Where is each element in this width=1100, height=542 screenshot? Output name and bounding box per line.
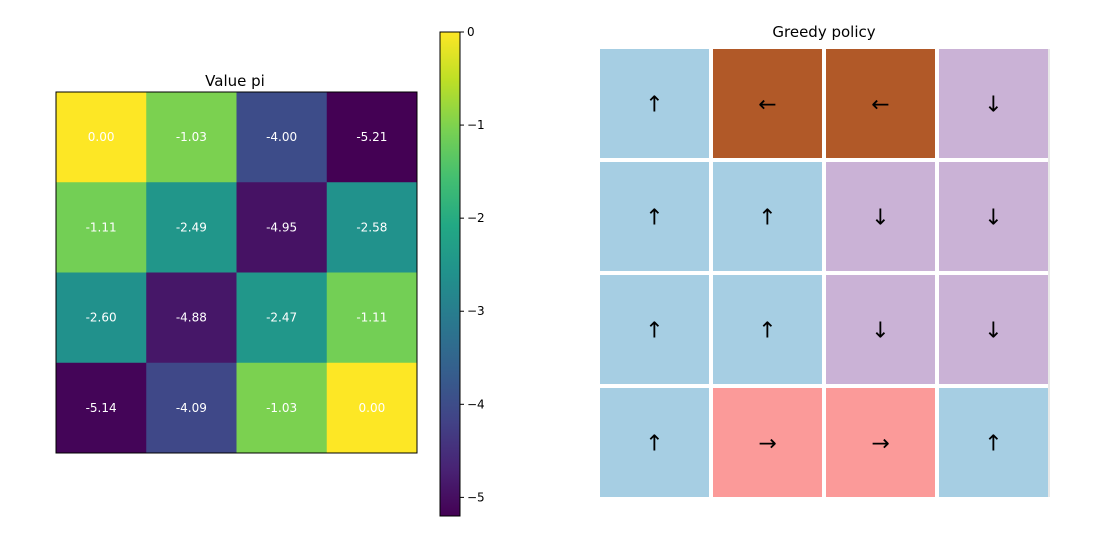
greedy-policy-title: Greedy policy	[772, 23, 875, 41]
heatmap-cell-label: 0.00	[88, 130, 115, 144]
policy-cell-r1-c2	[826, 162, 935, 271]
policy-arrow-left: ←	[871, 93, 889, 118]
heatmap-cell-label: -2.60	[86, 311, 117, 325]
heatmap-cell-label: -4.09	[176, 401, 207, 415]
policy-cell-r3-c1	[713, 388, 822, 497]
greedy-policy-cells	[600, 49, 1048, 497]
value-heatmap-panel: Value pi 0.00 -1.03 -4.00 -5.21 -1.11 -2.49 -4…	[55, 72, 418, 454]
heatmap-cell-r1-c1	[146, 182, 237, 273]
heatmap-cell-label: -4.00	[266, 130, 297, 144]
value-heatmap-frame	[55, 91, 418, 454]
policy-cell-r0-c3	[939, 49, 1048, 158]
policy-arrow-down: ↓	[871, 319, 889, 344]
heatmap-cell-r0-c2	[236, 92, 328, 183]
policy-cell-r0-c0	[600, 49, 709, 158]
heatmap-cell-r3-c0	[56, 362, 147, 454]
policy-arrow-up: ↑	[645, 432, 663, 457]
heatmap-cell-r0-c1	[146, 92, 237, 183]
policy-arrow-up: ↑	[645, 93, 663, 118]
policy-arrow-down: ↓	[984, 319, 1002, 344]
heatmap-cell-label: -1.03	[176, 130, 207, 144]
colorbar-gradient	[439, 31, 461, 517]
colorbar-tick-label: 0	[467, 25, 475, 39]
heatmap-cell-label: -5.21	[356, 130, 387, 144]
policy-arrow-right: →	[758, 432, 776, 457]
heatmap-cell-label: -1.11	[356, 311, 387, 325]
policy-cell-r2-c1	[713, 275, 822, 384]
heatmap-cell-label: -2.49	[176, 220, 207, 234]
policy-cell-r2-c0	[600, 275, 709, 384]
heatmap-cell-r1-c2	[236, 182, 328, 273]
policy-cell-r3-c2	[826, 388, 935, 497]
policy-cell-r2-c2	[826, 275, 935, 384]
heatmap-cell-r2-c3	[326, 272, 418, 364]
colorbar-tick-label: −4	[467, 397, 485, 411]
heatmap-cell-label: -2.47	[266, 311, 297, 325]
heatmap-cell-label: -1.03	[266, 401, 297, 415]
heatmap-cell-r3-c2	[236, 362, 328, 454]
heatmap-cell-r1-c0	[56, 182, 147, 273]
value-heatmap-title: Value pi	[205, 72, 265, 90]
colorbar-tick-label: −1	[467, 118, 485, 132]
heatmap-cell-r2-c1	[146, 272, 237, 364]
policy-arrow-down: ↓	[871, 206, 889, 231]
policy-arrow-up: ↑	[758, 206, 776, 231]
colorbar-tick-label: −2	[467, 211, 485, 225]
policy-cell-r3-c0	[600, 388, 709, 497]
policy-arrow-left: ←	[758, 93, 776, 118]
colorbar-tick-label: −3	[467, 304, 485, 318]
policy-cell-r0-c1	[713, 49, 822, 158]
heatmap-cell-label: -4.95	[266, 220, 297, 234]
colorbar-ticks: 0 −1 −2 −3 −4 −5	[460, 25, 485, 504]
policy-cell-r2-c3	[939, 275, 1048, 384]
policy-arrow-down: ↓	[984, 93, 1002, 118]
heatmap-cell-r1-c3	[326, 182, 418, 273]
policy-cell-r1-c0	[600, 162, 709, 271]
heatmap-cell-label: 0.00	[359, 401, 386, 415]
heatmap-cell-r0-c3	[326, 92, 418, 183]
policy-arrow-up: ↑	[984, 432, 1002, 457]
value-heatmap-cells	[56, 92, 418, 454]
heatmap-cell-label: -2.58	[356, 220, 387, 234]
policy-arrow-up: ↑	[645, 206, 663, 231]
policy-cell-r1-c3	[939, 162, 1048, 271]
heatmap-cell-label: -5.14	[86, 401, 117, 415]
policy-arrow-up: ↑	[758, 319, 776, 344]
heatmap-cell-r3-c3	[326, 362, 418, 454]
policy-cell-r0-c2	[826, 49, 935, 158]
policy-arrow-up: ↑	[645, 319, 663, 344]
heatmap-cell-r2-c2	[236, 272, 328, 364]
policy-arrow-right: →	[871, 432, 889, 457]
heatmap-cell-r2-c0	[56, 272, 147, 364]
colorbar: 0 −1 −2 −3 −4 −5	[439, 25, 485, 517]
heatmap-cell-r3-c1	[146, 362, 237, 454]
heatmap-cell-r0-c0	[56, 92, 147, 183]
policy-cell-r3-c3	[939, 388, 1048, 497]
greedy-policy-panel: Greedy policy ↑ ← ← ↓ ↑ ↑ ↓ ↓ ↑ ↑ ↓ ↓ ↑ → → ↑	[600, 23, 1050, 497]
value-heatmap-labels: 0.00 -1.03 -4.00 -5.21 -1.11 -2.49 -4.95 -2.58 -…	[86, 130, 388, 415]
greedy-policy-arrows: ↑ ← ← ↓ ↑ ↑ ↓ ↓ ↑ ↑ ↓ ↓ ↑ → → ↑	[645, 93, 1002, 457]
policy-cell-r1-c1	[713, 162, 822, 271]
policy-arrow-down: ↓	[984, 206, 1002, 231]
heatmap-cell-label: -4.88	[176, 311, 207, 325]
colorbar-tick-label: −5	[467, 490, 485, 504]
heatmap-cell-label: -1.11	[86, 220, 117, 234]
